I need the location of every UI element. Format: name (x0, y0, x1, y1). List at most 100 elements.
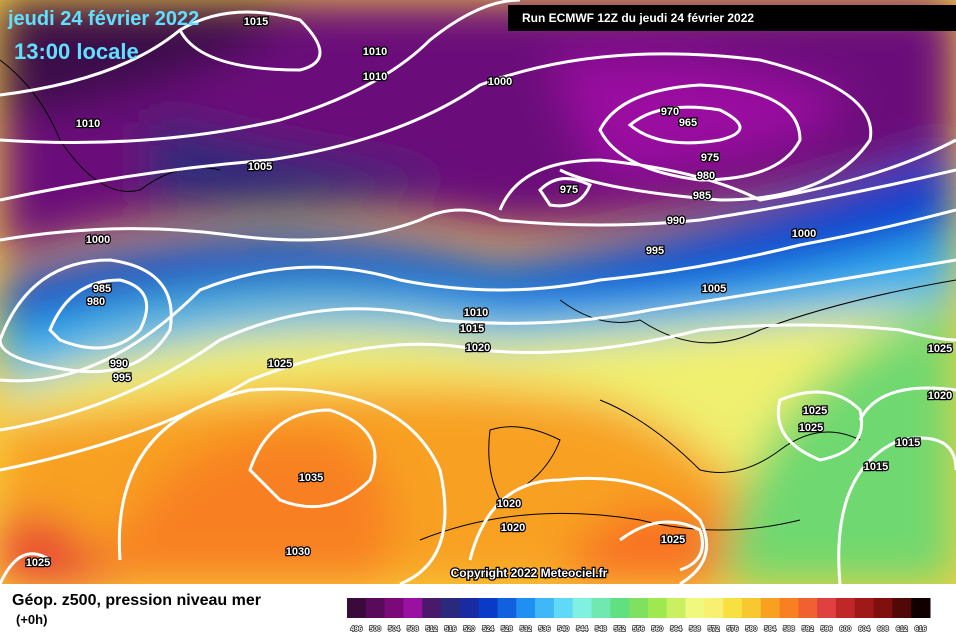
color-swatch (535, 598, 555, 618)
colorbar-label: 588 (783, 626, 795, 633)
copyright: Copyright 2022 Meteociel.fr (451, 566, 608, 580)
color-swatch (760, 598, 781, 618)
isobar-label: 985 (693, 190, 711, 202)
run-label: Run ECMWF 12Z du jeudi 24 février 2022 (522, 11, 754, 25)
colorbar-label: 576 (727, 626, 739, 633)
colorbar-label: 496 (351, 626, 363, 633)
isobar-label: 1015 (244, 16, 268, 28)
isobar-label: 1010 (464, 307, 488, 319)
isobar-label: 1025 (803, 405, 827, 417)
colorbar-label: 568 (689, 626, 701, 633)
color-swatch (647, 598, 668, 618)
colorbar-label: 592 (802, 626, 814, 633)
color-swatch (403, 598, 423, 618)
isobar-label: 975 (560, 184, 578, 196)
color-swatch (666, 598, 687, 618)
color-swatch (459, 598, 480, 618)
isobar-label: 1025 (799, 422, 823, 434)
time: 13:00 locale (14, 39, 139, 64)
colorbar-label: 612 (896, 626, 908, 633)
isobar-label: 985 (93, 283, 111, 295)
color-swatch (704, 598, 724, 618)
color-swatch (835, 598, 856, 618)
colorbar-label: 556 (633, 626, 645, 633)
isobar-label: 1015 (896, 437, 920, 449)
color-swatch (347, 598, 367, 618)
isobar-label: 1015 (864, 461, 888, 473)
isobar-label: 1025 (268, 358, 292, 370)
isobar-label: 990 (110, 358, 128, 370)
isobar-label: 1000 (792, 228, 816, 240)
colorbar-label: 500 (369, 626, 381, 633)
colorbar-label: 584 (764, 626, 776, 633)
isobar-label: 1020 (497, 498, 521, 510)
colorbar-label: 536 (539, 626, 551, 633)
colorbar-label: 552 (614, 626, 626, 633)
color-swatch (798, 598, 818, 618)
colorbar-label: 528 (501, 626, 513, 633)
isobar-label: 975 (701, 152, 719, 164)
color-swatch (629, 598, 649, 618)
isobar-label: 995 (113, 372, 131, 384)
color-swatch (516, 598, 536, 618)
colorbar-label: 512 (426, 626, 438, 633)
colorbar-label: 604 (858, 626, 870, 633)
isobar-label: 1020 (501, 522, 525, 534)
colorbar-label: 580 (745, 626, 757, 633)
isobar-label: 1005 (248, 161, 272, 173)
isobar-label: 980 (87, 296, 105, 308)
isobar-label: 990 (667, 215, 685, 227)
colorbar-label: 508 (407, 626, 419, 633)
legend-subtitle: (+0h) (16, 612, 47, 627)
color-swatch (572, 598, 592, 618)
colorbar-label: 596 (821, 626, 833, 633)
isobar-label: 1000 (488, 76, 512, 88)
isobar-label: 1030 (286, 546, 310, 558)
color-swatch (422, 598, 442, 618)
color-swatch (591, 598, 611, 618)
color-swatch (873, 598, 893, 618)
color-swatch (478, 598, 498, 618)
isobar-label: 1035 (299, 472, 323, 484)
color-swatch (779, 598, 799, 618)
colorbar-label: 540 (557, 626, 569, 633)
isobar-label: 1015 (460, 323, 484, 335)
color-swatch (723, 598, 743, 618)
colorbar-label: 600 (840, 626, 852, 633)
isobar-label: 1010 (363, 46, 387, 58)
color-swatch (817, 598, 837, 618)
colorbar-label: 516 (445, 626, 457, 633)
run-box (508, 5, 956, 31)
colorbar-label: 548 (595, 626, 607, 633)
isobar-label: 1025 (928, 343, 952, 355)
color-swatch (610, 598, 630, 618)
isobar-label: 1020 (928, 390, 952, 402)
color-swatch (497, 598, 517, 618)
color-swatch (892, 598, 912, 618)
isobar-label: 1025 (661, 534, 685, 546)
isobar-label: 1020 (466, 342, 490, 354)
color-swatch (553, 598, 574, 618)
isobar-label: 1010 (363, 71, 387, 83)
isobar-label: 995 (646, 245, 664, 257)
color-swatch (441, 598, 461, 618)
isobar-label: 970 (661, 106, 679, 118)
color-swatch (384, 598, 404, 618)
colorbar-label: 504 (388, 626, 400, 633)
isobar-label: 965 (679, 117, 697, 129)
colorbar-label: 616 (915, 626, 927, 633)
colorbar-label: 608 (877, 626, 889, 633)
color-swatch (685, 598, 705, 618)
color-swatch (365, 598, 386, 618)
color-swatch (854, 598, 875, 618)
colorbar-label: 560 (651, 626, 663, 633)
isobar-label: 1005 (702, 283, 726, 295)
isobar-label: 980 (697, 170, 715, 182)
color-swatch (741, 598, 762, 618)
color-swatch (911, 598, 931, 618)
isobars (0, 0, 956, 584)
isobar-label: 1010 (76, 118, 100, 130)
